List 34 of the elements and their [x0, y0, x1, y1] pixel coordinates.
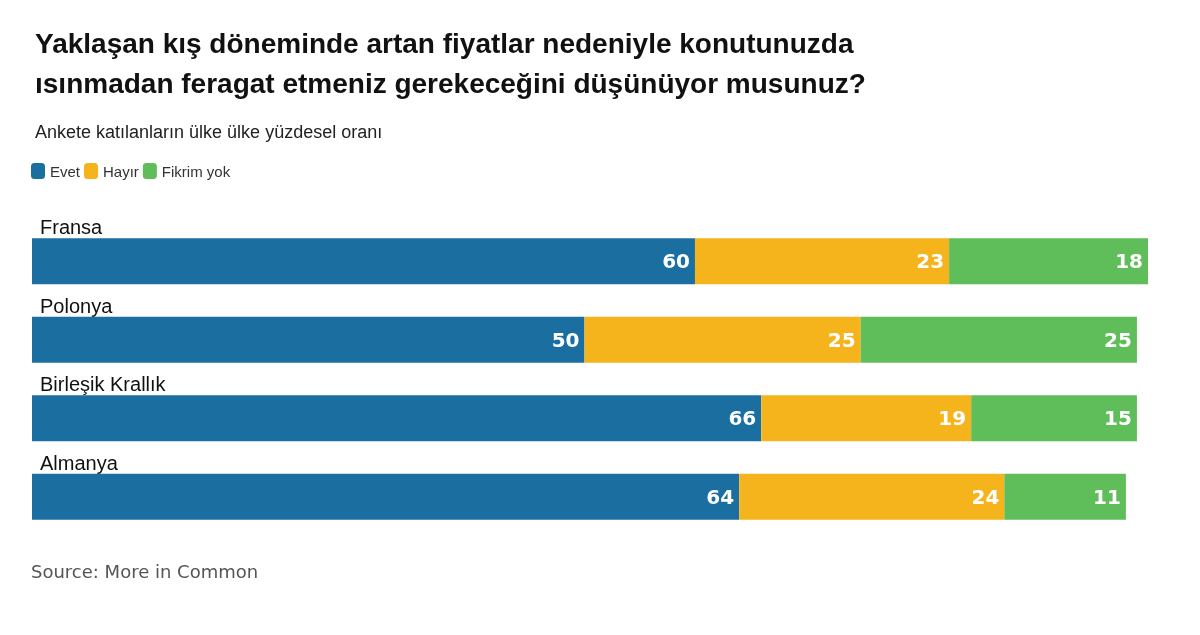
data-label: 64 [706, 484, 735, 509]
bar [32, 473, 740, 520]
chart-subtitle: Ankete katılanların ülke ülke yüzdesel oranı [35, 122, 383, 142]
source-note: Source: More in Common [31, 560, 259, 582]
data-label: 18 [1115, 249, 1143, 274]
bar [1004, 473, 1126, 520]
chart-title: Yaklaşan kış döneminde artan fiyatlar nedeniyle konutunuzda ısınmadan feragat etmeniz gerekeceğini düşünüyor musunuz? [35, 27, 866, 99]
data-label: 11 [1093, 484, 1121, 509]
data-label: 25 [827, 327, 856, 352]
y-tick-label: Almanya [40, 451, 119, 474]
bar [32, 395, 762, 442]
legend-label: Fikrim yok [161, 162, 231, 180]
bar [32, 316, 585, 363]
bar [739, 473, 1005, 520]
bar [860, 316, 1137, 363]
bar [761, 395, 972, 442]
y-tick-label: Birleşik Krallık [40, 373, 167, 396]
legend-label: Hayır [103, 162, 139, 180]
data-label: 60 [662, 249, 690, 274]
data-label: 19 [938, 406, 967, 431]
data-label: 24 [971, 484, 1000, 509]
data-label: 15 [1104, 406, 1132, 431]
data-label: 23 [916, 249, 945, 274]
bar [694, 238, 950, 285]
bar [971, 395, 1137, 442]
legend-label: Evet [50, 162, 81, 180]
data-label: 66 [728, 406, 757, 431]
data-label: 50 [551, 327, 580, 352]
y-tick-label: Fransa [40, 216, 104, 239]
data-label: 25 [1104, 327, 1132, 352]
bar [584, 316, 861, 363]
bar [32, 238, 695, 285]
y-tick-label: Polonya [40, 294, 114, 317]
bar [949, 238, 1148, 285]
